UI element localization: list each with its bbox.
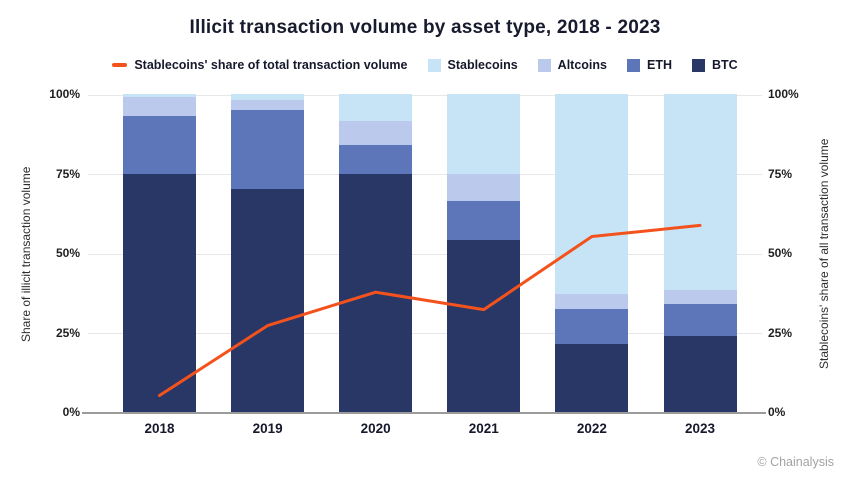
y-axis-tick-right: 75% [768,166,793,181]
y-axis-tick-right: 0% [768,405,786,419]
legend-label: ETH [646,58,672,72]
x-label-2018: 2018 [144,421,175,436]
y-axis-tick-left: 25% [55,325,80,340]
right-axis-title: Stablecoins' share of all transaction vo… [817,138,831,370]
bar-segment-btc-2021 [447,240,521,412]
legend-swatch-icon [427,58,441,72]
bar-segment-btc-2019 [231,189,305,412]
bar-segment-eth-2022 [555,308,629,344]
plot-area [82,94,766,414]
bar-segment-altcoins-2022 [555,294,629,309]
bar-segment-btc-2023 [663,335,737,412]
bar-segment-eth-2019 [231,109,305,190]
y-axis-tick-left: 100% [49,87,80,101]
left-axis-title: Share of illicit transaction volume [19,166,33,342]
legend-item-stablecoins-share-of-total-transaction-volume: Stablecoins' share of total transaction … [112,58,408,72]
legend-item-btc: BTC [691,58,738,72]
gridline [88,333,762,334]
bar-segment-stablecoins-2022 [555,94,629,295]
bar-segment-altcoins-2018 [123,97,196,117]
x-axis-line [82,412,766,414]
chart-legend: Stablecoins' share of total transaction … [0,58,850,72]
bar-segment-eth-2020 [339,144,413,174]
y-axis-tick-left: 75% [55,166,80,181]
x-label-2022: 2022 [576,421,607,436]
bar-2023 [663,94,737,412]
bar-segment-stablecoins-2018 [123,94,196,98]
bar-segment-stablecoins-2019 [231,94,305,101]
legend-label: Altcoins [557,58,607,72]
bar-2020 [339,94,413,412]
bar-2018 [123,94,196,412]
bar-segment-stablecoins-2020 [339,94,413,122]
legend-item-stablecoins: Stablecoins [427,58,518,72]
bar-segment-eth-2018 [123,116,196,174]
legend-line-icon [112,63,128,67]
credit-text: © Chainalysis [757,455,834,469]
trend-line-layer [158,223,702,397]
bar-segment-altcoins-2019 [231,100,305,110]
legend-item-eth: ETH [626,58,672,72]
bar-segment-eth-2021 [447,200,521,241]
x-label-2020: 2020 [360,421,391,436]
x-label-2021: 2021 [468,421,499,436]
bar-2022 [555,94,629,412]
bar-segment-btc-2022 [555,343,629,412]
legend-swatch-icon [691,58,705,72]
bar-segment-altcoins-2020 [339,121,413,145]
gridline [88,94,762,96]
legend-label: BTC [711,58,738,72]
bar-segment-altcoins-2021 [447,173,521,201]
y-axis-tick-right: 50% [768,246,793,260]
y-axis-tick-left: 0% [62,405,80,419]
legend-swatch-icon [626,58,640,72]
legend-item-altcoins: Altcoins [537,58,607,72]
bar-2021 [447,94,521,412]
chart-title: Illicit transaction volume by asset type… [189,17,661,38]
bar-segment-stablecoins-2021 [447,94,521,174]
bar-2019 [231,94,305,412]
legend-swatch-icon [537,58,551,72]
legend-label: Stablecoins' share of total transaction … [134,58,408,72]
y-axis-tick-right: 100% [768,87,799,101]
bar-segment-stablecoins-2023 [663,94,737,290]
x-label-2019: 2019 [252,421,283,436]
bar-segment-altcoins-2023 [663,289,737,304]
x-label-2023: 2023 [684,421,716,436]
bar-segment-eth-2023 [663,303,737,336]
y-axis-tick-right: 25% [768,325,793,340]
bar-segment-btc-2018 [123,173,196,412]
legend-label: Stablecoins [447,58,518,72]
y-axis-tick-left: 50% [55,246,80,260]
gridline [88,174,762,175]
trend-line [158,223,702,397]
gridline [88,253,762,255]
